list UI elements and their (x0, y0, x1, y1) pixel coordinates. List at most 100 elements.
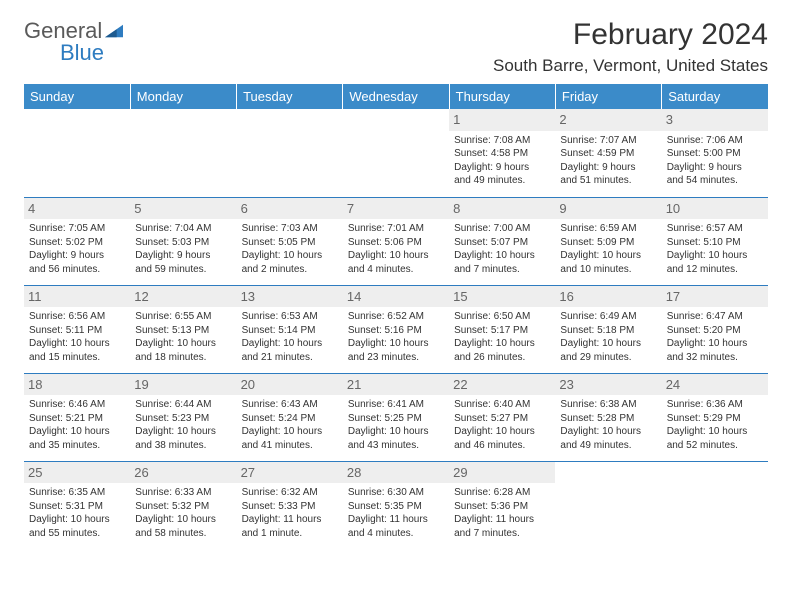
calendar-week-row: 1Sunrise: 7:08 AMSunset: 4:58 PMDaylight… (24, 109, 768, 197)
day-info-line: and 29 minutes. (560, 351, 656, 365)
day-info-line: and 10 minutes. (560, 263, 656, 277)
day-info-line: Sunset: 5:21 PM (29, 412, 125, 426)
day-info-line: Daylight: 10 hours (29, 425, 125, 439)
day-info-line: Sunset: 5:09 PM (560, 236, 656, 250)
day-info-line: and 51 minutes. (560, 174, 656, 188)
day-number: 27 (237, 462, 343, 484)
day-info-line: Sunrise: 6:47 AM (667, 310, 763, 324)
day-number: 26 (130, 462, 236, 484)
weekday-header: Sunday (24, 84, 130, 109)
day-info-line: and 4 minutes. (348, 263, 444, 277)
calendar-week-row: 4Sunrise: 7:05 AMSunset: 5:02 PMDaylight… (24, 197, 768, 285)
day-info-line: Sunrise: 6:59 AM (560, 222, 656, 236)
day-info: Sunrise: 6:35 AMSunset: 5:31 PMDaylight:… (28, 486, 126, 540)
day-info-line: Daylight: 10 hours (560, 249, 656, 263)
day-number: 21 (343, 374, 449, 396)
weekday-header: Friday (555, 84, 661, 109)
day-number: 19 (130, 374, 236, 396)
day-number: 15 (449, 286, 555, 308)
day-number: 14 (343, 286, 449, 308)
day-info-line: Sunset: 5:24 PM (242, 412, 338, 426)
day-info-line: Sunset: 5:05 PM (242, 236, 338, 250)
calendar-day-cell: 4Sunrise: 7:05 AMSunset: 5:02 PMDaylight… (24, 197, 130, 285)
day-info-line: Sunset: 5:29 PM (667, 412, 763, 426)
day-number: 11 (24, 286, 130, 308)
day-info-line: Sunset: 5:17 PM (454, 324, 550, 338)
day-info-line: Sunrise: 6:46 AM (29, 398, 125, 412)
day-info: Sunrise: 6:40 AMSunset: 5:27 PMDaylight:… (453, 398, 551, 452)
day-info: Sunrise: 6:43 AMSunset: 5:24 PMDaylight:… (241, 398, 339, 452)
day-info: Sunrise: 6:59 AMSunset: 5:09 PMDaylight:… (559, 222, 657, 276)
day-number: 12 (130, 286, 236, 308)
day-info-line: Sunrise: 6:55 AM (135, 310, 231, 324)
day-info-line: Daylight: 10 hours (560, 337, 656, 351)
day-info-line: Sunset: 5:03 PM (135, 236, 231, 250)
day-info-line: Sunset: 5:16 PM (348, 324, 444, 338)
day-info-line: Daylight: 9 hours (135, 249, 231, 263)
calendar-day-cell: 5 Sunrise: 7:04 AMSunset: 5:03 PMDaylight… (130, 197, 236, 285)
day-info-line: Sunrise: 6:43 AM (242, 398, 338, 412)
day-info-line: and 21 minutes. (242, 351, 338, 365)
day-info: Sunrise: 6:41 AMSunset: 5:25 PMDaylight:… (347, 398, 445, 452)
day-info-line: Sunset: 5:32 PM (135, 500, 231, 514)
weekday-header: Tuesday (237, 84, 343, 109)
day-number: 5 (130, 198, 236, 220)
calendar-day-cell (237, 109, 343, 197)
day-number: 20 (237, 374, 343, 396)
day-info-line: and 52 minutes. (667, 439, 763, 453)
day-info-line: Sunset: 5:14 PM (242, 324, 338, 338)
day-number: 8 (449, 198, 555, 220)
day-info-line: Sunrise: 6:40 AM (454, 398, 550, 412)
day-info-line: Sunset: 5:27 PM (454, 412, 550, 426)
day-info-line: Sunset: 5:33 PM (242, 500, 338, 514)
day-info-line: Daylight: 10 hours (454, 249, 550, 263)
day-info-line: Sunrise: 6:30 AM (348, 486, 444, 500)
day-number: 17 (662, 286, 768, 308)
day-info-line: Daylight: 10 hours (667, 425, 763, 439)
calendar-day-cell: 8Sunrise: 7:00 AMSunset: 5:07 PMDaylight… (449, 197, 555, 285)
day-info: Sunrise: 6:50 AMSunset: 5:17 PMDaylight:… (453, 310, 551, 364)
logo-triangle-icon (105, 24, 123, 38)
calendar-day-cell: 13Sunrise: 6:53 AMSunset: 5:14 PMDayligh… (237, 285, 343, 373)
day-number: 25 (24, 462, 130, 484)
day-info-line: Sunset: 5:31 PM (29, 500, 125, 514)
day-info: Sunrise: 6:52 AMSunset: 5:16 PMDaylight:… (347, 310, 445, 364)
day-number: 16 (555, 286, 661, 308)
day-number: 13 (237, 286, 343, 308)
calendar-table: Sunday Monday Tuesday Wednesday Thursday… (24, 84, 768, 549)
day-info-line: and 43 minutes. (348, 439, 444, 453)
calendar-day-cell: 18Sunrise: 6:46 AMSunset: 5:21 PMDayligh… (24, 373, 130, 461)
logo-text-blue: Blue (60, 40, 104, 65)
day-info-line: Daylight: 10 hours (667, 249, 763, 263)
day-info-line: Sunrise: 6:52 AM (348, 310, 444, 324)
day-info-line: Daylight: 9 hours (667, 161, 763, 175)
day-info-line: Sunrise: 7:05 AM (29, 222, 125, 236)
day-number: 2 (555, 109, 661, 131)
day-info-line: Sunset: 5:28 PM (560, 412, 656, 426)
calendar-day-cell: 9Sunrise: 6:59 AMSunset: 5:09 PMDaylight… (555, 197, 661, 285)
day-info: Sunrise: 7:00 AMSunset: 5:07 PMDaylight:… (453, 222, 551, 276)
calendar-day-cell: 10Sunrise: 6:57 AMSunset: 5:10 PMDayligh… (662, 197, 768, 285)
calendar-day-cell: 12Sunrise: 6:55 AMSunset: 5:13 PMDayligh… (130, 285, 236, 373)
day-info-line: Sunrise: 6:53 AM (242, 310, 338, 324)
day-number: 24 (662, 374, 768, 396)
day-info-line: Daylight: 9 hours (454, 161, 550, 175)
day-info-line: Sunrise: 6:33 AM (135, 486, 231, 500)
day-info-line: and 58 minutes. (135, 527, 231, 541)
day-info-line: Daylight: 9 hours (29, 249, 125, 263)
day-info-line: and 32 minutes. (667, 351, 763, 365)
day-info: Sunrise: 6:56 AMSunset: 5:11 PMDaylight:… (28, 310, 126, 364)
day-info-line: Sunrise: 7:04 AM (135, 222, 231, 236)
day-number: 23 (555, 374, 661, 396)
day-info-line: Sunrise: 7:01 AM (348, 222, 444, 236)
calendar-day-cell: 22Sunrise: 6:40 AMSunset: 5:27 PMDayligh… (449, 373, 555, 461)
calendar-week-row: 11Sunrise: 6:56 AMSunset: 5:11 PMDayligh… (24, 285, 768, 373)
logo: GeneralBlue (24, 18, 134, 66)
header: GeneralBlue February 2024 South Barre, V… (24, 18, 768, 76)
day-info: Sunrise: 6:38 AMSunset: 5:28 PMDaylight:… (559, 398, 657, 452)
day-info-line: Sunrise: 7:06 AM (667, 134, 763, 148)
day-info-line: Sunset: 5:00 PM (667, 147, 763, 161)
day-info-line: and 18 minutes. (135, 351, 231, 365)
calendar-day-cell (555, 461, 661, 549)
calendar-day-cell: 15Sunrise: 6:50 AMSunset: 5:17 PMDayligh… (449, 285, 555, 373)
